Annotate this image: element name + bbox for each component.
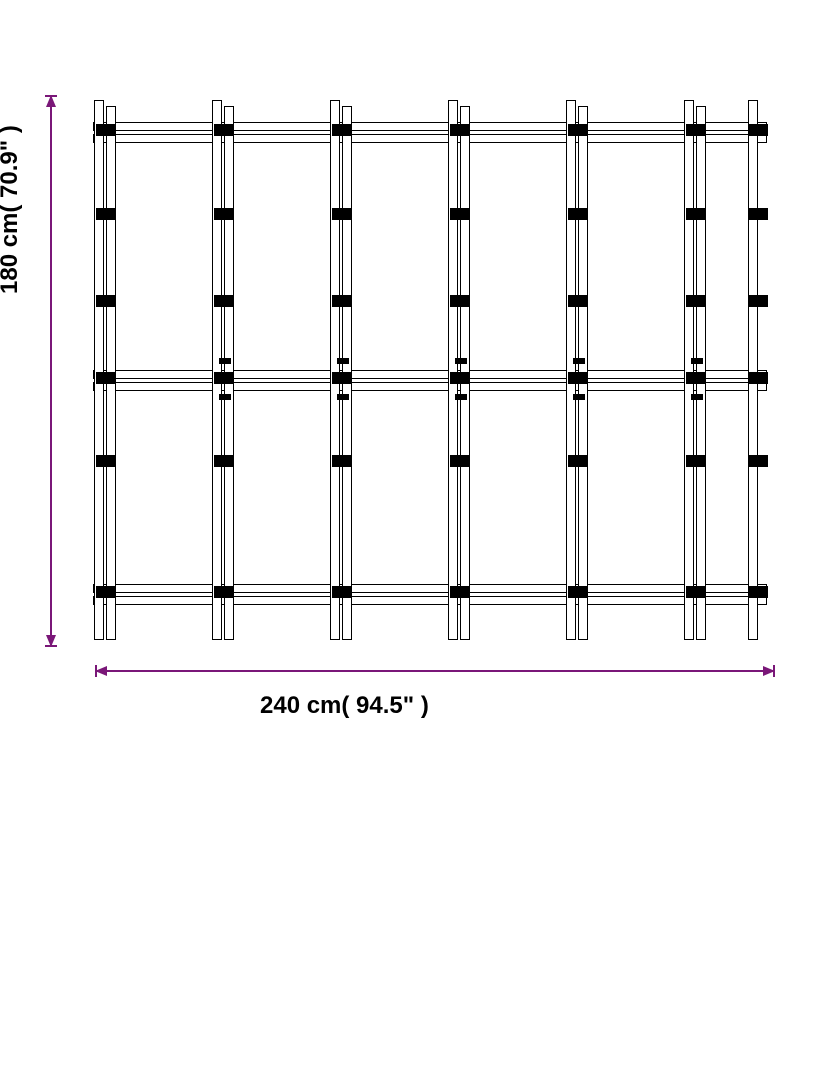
width-dim-arrow-left	[95, 666, 107, 676]
tie-r3-c0	[96, 372, 116, 384]
tie-r3-c4	[568, 372, 588, 384]
tie-r2-c1	[214, 295, 234, 307]
tie-r4-c3	[450, 455, 470, 467]
width-label: 240 cm( 94.5" )	[260, 692, 429, 720]
divider-diagram	[90, 100, 770, 640]
tie-r5-c4	[568, 586, 588, 598]
rail-2	[93, 370, 767, 379]
tie-r5-c6	[748, 586, 768, 598]
tie-r3-c5	[686, 372, 706, 384]
tie-r0-c4	[568, 124, 588, 136]
rail-1	[93, 134, 767, 143]
tie-r4-c1	[214, 455, 234, 467]
hinge-mini-r0-c0	[219, 358, 231, 364]
tie-r0-c6	[748, 124, 768, 136]
tie-r4-c5	[686, 455, 706, 467]
tie-r2-c2	[332, 295, 352, 307]
tie-r4-c4	[568, 455, 588, 467]
width-dim-line	[95, 670, 775, 672]
tie-r0-c3	[450, 124, 470, 136]
hinge-mini-r1-c3	[573, 394, 585, 400]
tie-r5-c3	[450, 586, 470, 598]
hinge-mini-r1-c1	[337, 394, 349, 400]
height-dim-arrow-bottom	[46, 635, 56, 647]
post-6-0	[748, 100, 758, 640]
tie-r0-c1	[214, 124, 234, 136]
tie-r4-c0	[96, 455, 116, 467]
tie-r2-c3	[450, 295, 470, 307]
tie-r2-c0	[96, 295, 116, 307]
rail-5	[93, 596, 767, 605]
tie-r2-c6	[748, 295, 768, 307]
tie-r2-c4	[568, 295, 588, 307]
rail-3	[93, 382, 767, 391]
hinge-mini-r0-c4	[691, 358, 703, 364]
hinge-mini-r0-c1	[337, 358, 349, 364]
tie-r5-c1	[214, 586, 234, 598]
tie-r2-c5	[686, 295, 706, 307]
tie-r0-c5	[686, 124, 706, 136]
rail-4	[93, 584, 767, 593]
tie-r0-c0	[96, 124, 116, 136]
tie-r4-c2	[332, 455, 352, 467]
post-2-0	[330, 100, 340, 640]
tie-r1-c0	[96, 208, 116, 220]
tie-r1-c1	[214, 208, 234, 220]
tie-r3-c6	[748, 372, 768, 384]
height-dim-line	[50, 95, 52, 647]
tie-r1-c6	[748, 208, 768, 220]
tie-r1-c4	[568, 208, 588, 220]
height-label: 180 cm( 70.9" )	[0, 125, 24, 294]
post-5-0	[684, 100, 694, 640]
tie-r3-c2	[332, 372, 352, 384]
hinge-mini-r0-c2	[455, 358, 467, 364]
post-4-0	[566, 100, 576, 640]
tie-r1-c5	[686, 208, 706, 220]
height-dim-arrow-top	[46, 95, 56, 107]
hinge-mini-r1-c4	[691, 394, 703, 400]
tie-r1-c3	[450, 208, 470, 220]
width-dim-arrow-right	[763, 666, 775, 676]
hinge-mini-r0-c3	[573, 358, 585, 364]
horizontal-rails	[90, 100, 770, 640]
tie-r3-c1	[214, 372, 234, 384]
post-3-0	[448, 100, 458, 640]
post-1-0	[212, 100, 222, 640]
tie-r5-c5	[686, 586, 706, 598]
height-dimension	[50, 95, 52, 647]
tie-r5-c2	[332, 586, 352, 598]
tie-r3-c3	[450, 372, 470, 384]
post-0-0	[94, 100, 104, 640]
tie-r5-c0	[96, 586, 116, 598]
tie-r0-c2	[332, 124, 352, 136]
width-dimension	[95, 670, 775, 672]
hinge-mini-r1-c2	[455, 394, 467, 400]
hinge-mini-r1-c0	[219, 394, 231, 400]
tie-r1-c2	[332, 208, 352, 220]
rail-0	[93, 122, 767, 131]
tie-r4-c6	[748, 455, 768, 467]
